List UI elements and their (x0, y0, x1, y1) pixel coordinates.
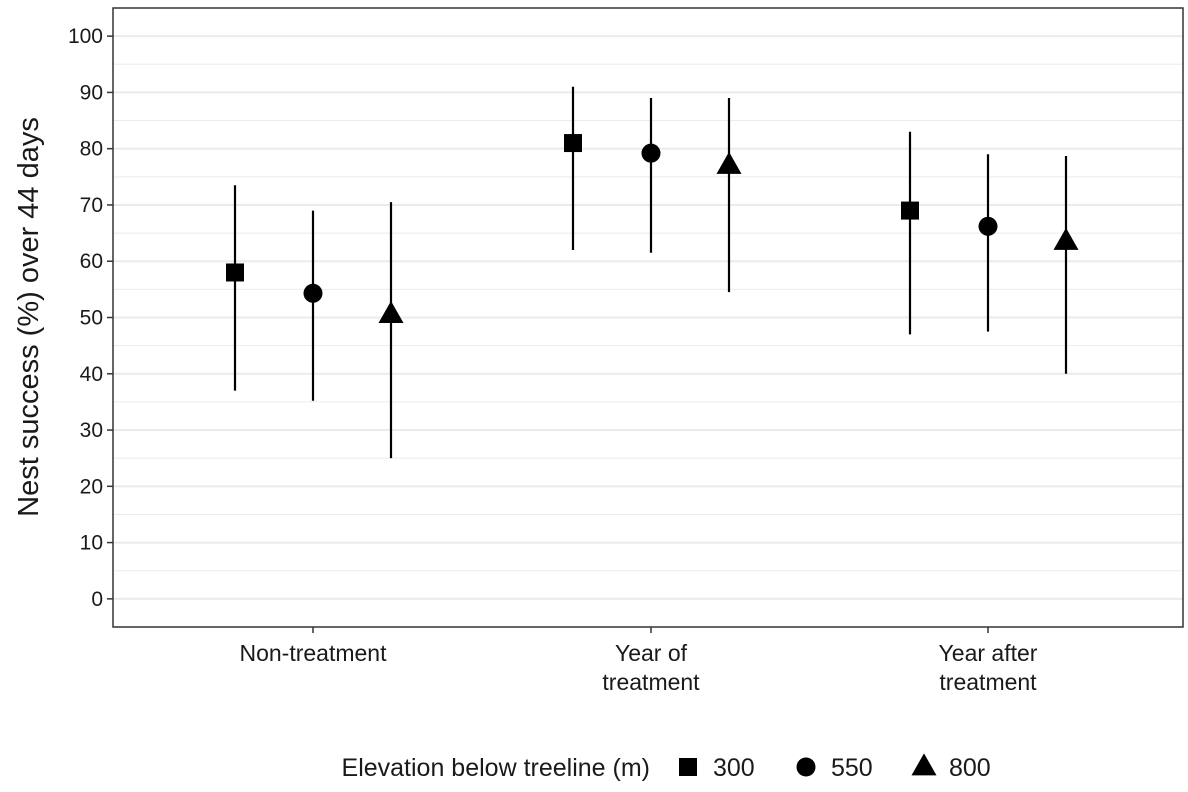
data-point-circle (641, 143, 661, 163)
legend: Elevation below treeline (m) 300 550 800 (342, 753, 991, 782)
data-point-circle (978, 216, 998, 236)
legend-label: 550 (831, 754, 873, 782)
x-tick-label: Year of treatment (602, 640, 700, 695)
y-tick-label: 40 (80, 363, 103, 386)
x-tick-label-line: treatment (939, 669, 1037, 695)
legend-key-triangle (911, 753, 937, 776)
data-point-square (901, 201, 919, 220)
legend-label: 300 (713, 754, 755, 782)
x-tick-label-line: treatment (602, 669, 700, 695)
y-tick-label: 50 (80, 307, 103, 330)
x-tick-label-line: Non-treatment (239, 640, 387, 666)
data-point-triangle (1053, 227, 1079, 250)
data-point-square (226, 263, 244, 282)
x-tick-label: Non-treatment (239, 640, 387, 666)
data-point-triangle (716, 151, 742, 174)
data-point-triangle (378, 301, 404, 324)
legend-label: 800 (949, 754, 991, 782)
y-tick-label: 60 (80, 250, 103, 273)
x-tick-label-line: Year of (615, 640, 688, 666)
y-tick-label: 100 (68, 25, 103, 48)
legend-key-circle (796, 757, 816, 777)
y-axis-title: Nest success (%) over 44 days (13, 117, 45, 517)
data-layer (226, 86, 1079, 459)
data-point-circle (303, 283, 323, 303)
y-tick-label: 20 (80, 475, 103, 498)
x-tick-label: Year after treatment (939, 640, 1038, 695)
legend-title: Elevation below treeline (m) (342, 754, 650, 782)
y-tick-label: 70 (80, 194, 103, 217)
y-tick-label: 90 (80, 81, 103, 104)
legend-key-square (679, 758, 697, 776)
data-point-square (564, 134, 582, 153)
x-tick-label-line: Year after (939, 640, 1038, 666)
y-tick-label: 80 (80, 138, 103, 161)
grid-layer (113, 35, 1183, 600)
axis-layer: 0 10 20 30 40 50 60 70 80 90 100 Non-treatment Year … (68, 25, 1038, 695)
y-tick-label: 0 (91, 588, 103, 611)
y-tick-label: 10 (80, 532, 103, 555)
y-tick-label: 30 (80, 419, 103, 442)
